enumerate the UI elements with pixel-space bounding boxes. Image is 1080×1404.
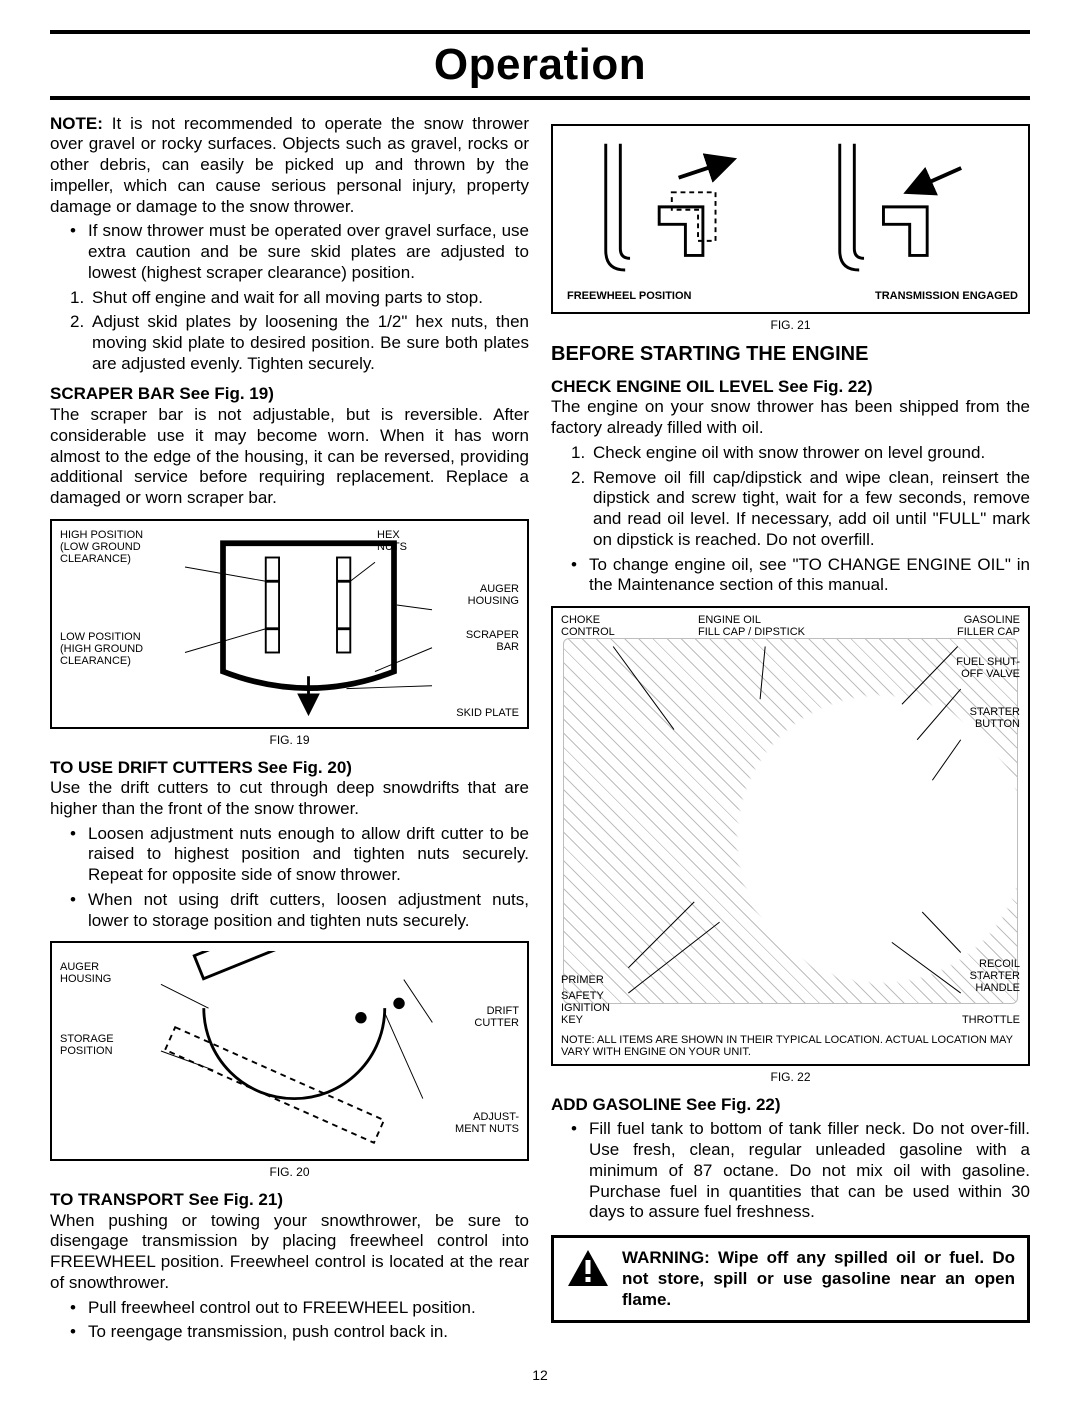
fig21-left-label: FREEWHEEL POSITION — [567, 290, 691, 302]
fig22-fuelshut: FUEL SHUT- OFF VALVE — [956, 656, 1020, 680]
warning-icon — [566, 1248, 610, 1288]
drift-b2: When not using drift cutters, loosen adj… — [70, 890, 529, 931]
left-column: NOTE: It is not recommended to operate t… — [50, 114, 529, 1347]
scraper-heading: SCRAPER BAR See Fig. 19) — [50, 384, 529, 405]
figure-21: FREEWHEEL POSITION TRANSMISSION ENGAGED — [551, 124, 1030, 314]
fig21-right-svg — [795, 134, 1021, 304]
transport-b2: To reengage transmission, push control b… — [70, 1322, 529, 1343]
note-text: It is not recommended to operate the sno… — [50, 114, 529, 216]
note-bullet-1: If snow thrower must be operated over gr… — [70, 221, 529, 283]
note-bullets: If snow thrower must be operated over gr… — [50, 221, 529, 283]
page-number: 12 — [50, 1367, 1030, 1384]
check-steps: 1.Check engine oil with snow thrower on … — [551, 443, 1030, 551]
fig22-note: NOTE: ALL ITEMS ARE SHOWN IN THEIR TYPIC… — [561, 1034, 1020, 1058]
fig19-hex: HEX NUTS — [377, 529, 407, 553]
fig19-skid: SKID PLATE — [456, 707, 519, 719]
addgas-bullets: Fill fuel tank to bottom of tank filler … — [551, 1119, 1030, 1223]
fig19-auger: AUGER HOUSING — [468, 583, 519, 607]
fig20-storage: STORAGE POSITION — [60, 1033, 114, 1057]
check-b1: To change engine oil, see "TO CHANGE ENG… — [571, 555, 1030, 596]
fig21-right-half: TRANSMISSION ENGAGED — [795, 134, 1021, 304]
fig20-auger: AUGER HOUSING — [60, 961, 111, 985]
before-heading: BEFORE STARTING THE ENGINE — [551, 342, 1030, 366]
figure-19: HIGH POSITION (LOW GROUND CLEARANCE) HEX… — [50, 519, 529, 729]
transport-heading: TO TRANSPORT See Fig. 21) — [50, 1190, 529, 1211]
fig22-primer: PRIMER — [561, 974, 604, 986]
fig22-throttle: THROTTLE — [962, 1014, 1020, 1026]
warning-box: WARNING: Wipe off any spilled oil or fue… — [551, 1235, 1030, 1323]
fig22-safety: SAFETY IGNITION KEY — [561, 990, 610, 1026]
check-s2: 2.Remove oil fill cap/dipstick and wipe … — [571, 468, 1030, 551]
fig22-recoil: RECOIL STARTER HANDLE — [970, 958, 1020, 994]
transport-bullets: Pull freewheel control out to FREEWHEEL … — [50, 1298, 529, 1343]
figure-20: AUGER HOUSING STORAGE POSITION DRIFT CUT… — [50, 941, 529, 1161]
fig20-drift: DRIFT CUTTER — [474, 1005, 519, 1029]
check-bullets: To change engine oil, see "TO CHANGE ENG… — [551, 555, 1030, 596]
drift-b1: Loosen adjustment nuts enough to allow d… — [70, 824, 529, 886]
check-heading: CHECK ENGINE OIL LEVEL See Fig. 22) — [551, 377, 1030, 398]
fig22-gas: GASOLINE FILLER CAP — [957, 614, 1020, 638]
fig22-starter: STARTER BUTTON — [970, 706, 1020, 730]
addgas-b1: Fill fuel tank to bottom of tank filler … — [571, 1119, 1030, 1223]
two-column-layout: NOTE: It is not recommended to operate t… — [50, 114, 1030, 1347]
fig22-choke: CHOKE CONTROL — [561, 614, 615, 638]
fig20-caption: FIG. 20 — [50, 1165, 529, 1180]
check-text: The engine on your snow thrower has been… — [551, 397, 1030, 438]
fig20-adjust: ADJUST- MENT NUTS — [455, 1111, 519, 1135]
drift-text: Use the drift cutters to cut through dee… — [50, 778, 529, 819]
skid-steps: 1.Shut off engine and wait for all movin… — [50, 288, 529, 375]
fig21-caption: FIG. 21 — [551, 318, 1030, 333]
fig21-right-label: TRANSMISSION ENGAGED — [875, 290, 1018, 302]
fig22-oilcap: ENGINE OIL FILL CAP / DIPSTICK — [698, 614, 805, 638]
fig21-left-half: FREEWHEEL POSITION — [561, 134, 787, 304]
figure-22: CHOKE CONTROL ENGINE OIL FILL CAP / DIPS… — [551, 606, 1030, 1066]
warning-text: WARNING: Wipe off any spilled oil or fue… — [622, 1248, 1015, 1310]
skid-step-1: 1.Shut off engine and wait for all movin… — [70, 288, 529, 309]
skid-step-2: 2.Adjust skid plates by loosening the 1/… — [70, 312, 529, 374]
fig21-left-svg — [561, 134, 787, 304]
drift-bullets: Loosen adjustment nuts enough to allow d… — [50, 824, 529, 932]
page-title: Operation — [50, 38, 1030, 92]
right-column: FREEWHEEL POSITION TRANSMISSION ENGAGED … — [551, 114, 1030, 1347]
page-title-block: Operation — [50, 30, 1030, 100]
note-label: NOTE: — [50, 114, 103, 133]
addgas-heading: ADD GASOLINE See Fig. 22) — [551, 1095, 1030, 1116]
fig19-high: HIGH POSITION (LOW GROUND CLEARANCE) — [60, 529, 143, 565]
transport-text: When pushing or towing your snowthrower,… — [50, 1211, 529, 1294]
fig20-svg — [60, 951, 519, 1151]
scraper-text: The scraper bar is not adjustable, but i… — [50, 405, 529, 509]
drift-heading: TO USE DRIFT CUTTERS See Fig. 20) — [50, 758, 529, 779]
fig19-scraper: SCRAPER BAR — [466, 629, 519, 653]
transport-b1: Pull freewheel control out to FREEWHEEL … — [70, 1298, 529, 1319]
fig19-low: LOW POSITION (HIGH GROUND CLEARANCE) — [60, 631, 143, 667]
fig19-caption: FIG. 19 — [50, 733, 529, 748]
check-s1: 1.Check engine oil with snow thrower on … — [571, 443, 1030, 464]
note-paragraph: NOTE: It is not recommended to operate t… — [50, 114, 529, 218]
fig22-caption: FIG. 22 — [551, 1070, 1030, 1085]
